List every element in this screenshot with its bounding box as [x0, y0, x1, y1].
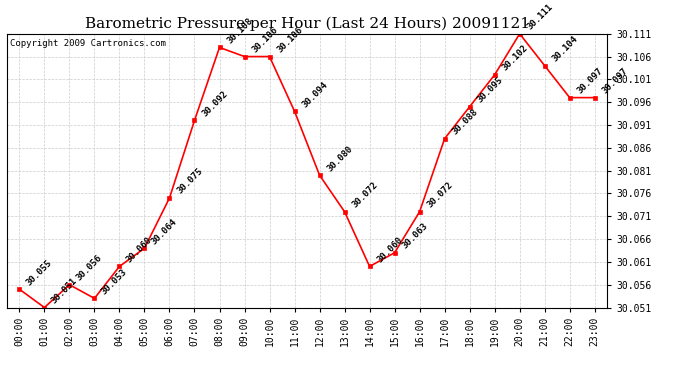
Text: 30.051: 30.051: [50, 276, 79, 305]
Text: 30.088: 30.088: [450, 107, 480, 136]
Text: 30.102: 30.102: [500, 44, 529, 73]
Text: 30.060: 30.060: [125, 235, 154, 264]
Text: 30.094: 30.094: [300, 80, 329, 109]
Text: 30.111: 30.111: [525, 2, 554, 32]
Text: 30.108: 30.108: [225, 16, 254, 45]
Text: 30.063: 30.063: [400, 221, 429, 251]
Text: 30.075: 30.075: [175, 166, 204, 196]
Text: 30.106: 30.106: [275, 25, 304, 54]
Text: 30.072: 30.072: [425, 180, 454, 210]
Text: 30.106: 30.106: [250, 25, 279, 54]
Text: 30.097: 30.097: [600, 66, 629, 96]
Text: 30.055: 30.055: [25, 258, 54, 287]
Text: 30.092: 30.092: [200, 89, 229, 118]
Text: 30.072: 30.072: [350, 180, 380, 210]
Text: Copyright 2009 Cartronics.com: Copyright 2009 Cartronics.com: [10, 39, 166, 48]
Text: 30.095: 30.095: [475, 75, 504, 105]
Text: 30.097: 30.097: [575, 66, 604, 96]
Text: 30.104: 30.104: [550, 34, 580, 63]
Text: 30.053: 30.053: [100, 267, 129, 296]
Title: Barometric Pressure per Hour (Last 24 Hours) 20091121: Barometric Pressure per Hour (Last 24 Ho…: [85, 17, 529, 31]
Text: 30.064: 30.064: [150, 217, 179, 246]
Text: 30.080: 30.080: [325, 144, 354, 173]
Text: 30.060: 30.060: [375, 235, 404, 264]
Text: 30.056: 30.056: [75, 254, 104, 282]
